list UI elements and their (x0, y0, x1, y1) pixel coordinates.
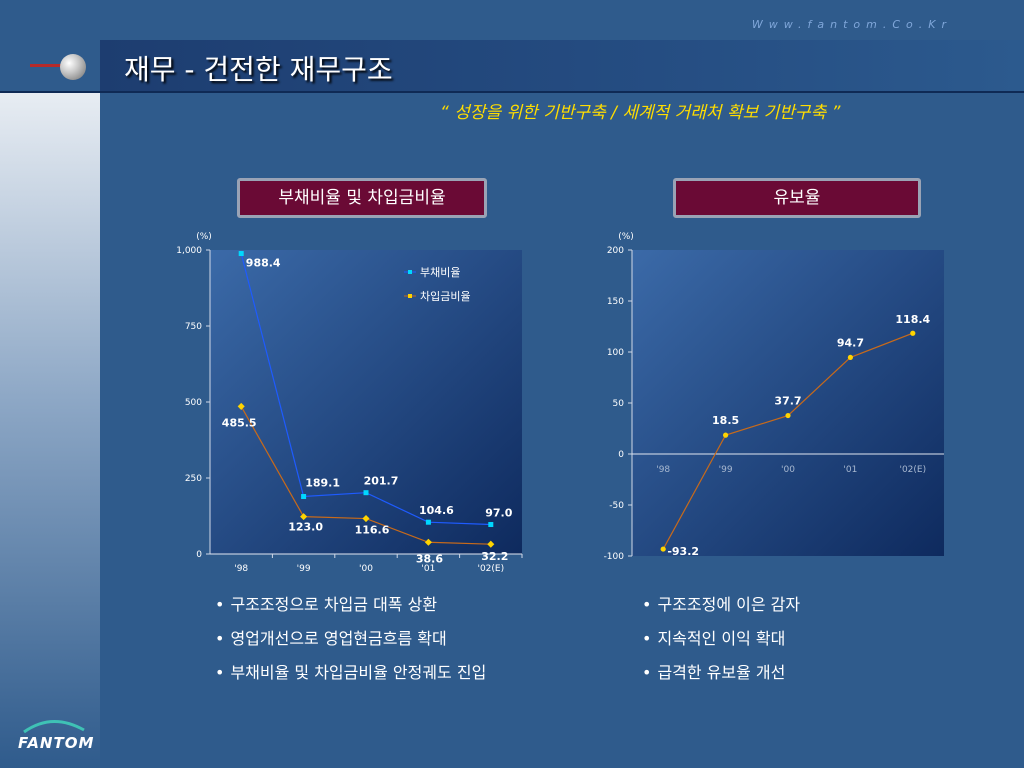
y-unit-label: (%) (618, 232, 634, 242)
x-tick-label: '02(E) (899, 465, 926, 475)
data-label: 123.0 (288, 521, 323, 534)
x-tick-label: '00 (781, 465, 795, 475)
y-tick-label: 200 (607, 246, 624, 256)
list-item: • 부채비율 및 차입금비율 안정궤도 진입 (215, 663, 487, 682)
debt-ratio-chart-label: 부채비율 및 차입금비율 (237, 178, 487, 218)
data-label: 201.7 (364, 475, 399, 488)
data-point (910, 330, 916, 336)
data-point (723, 432, 729, 438)
data-label: 116.6 (355, 524, 390, 537)
y-tick-label: 500 (185, 398, 202, 408)
retention-ratio-chart: (%) -100 -50 0 50 100 150 200 '98 '99 '00 '01 '02(E)… (604, 232, 944, 562)
fantom-logo-icon (23, 720, 85, 734)
list-item: • 급격한 유보율 개선 (642, 663, 786, 682)
data-point (301, 494, 307, 500)
data-point (847, 354, 853, 361)
data-point (660, 546, 666, 552)
x-tick-label: '99 (297, 564, 311, 574)
x-tick-label: '99 (719, 465, 733, 475)
title-bar (100, 40, 1024, 92)
legend-label: 차입금비율 (420, 290, 471, 303)
list-item: • 구조조정에 이은 감자 (642, 595, 801, 614)
left-bullet-list: • 구조조정으로 차입금 대폭 상환 • 영업개선으로 영업현금흐름 확대 • 부채비… (215, 593, 486, 695)
plot-area (632, 250, 944, 556)
data-label: 118.4 (895, 313, 930, 326)
data-label: 485.5 (222, 416, 257, 429)
y-tick-label: -50 (609, 501, 624, 511)
right-bullet-list: • 구조조정에 이은 감자 • 지속적인 이익 확대 • 급격한 유보율 개선 (642, 593, 800, 695)
y-unit-label: (%) (196, 232, 212, 242)
x-tick-label: '98 (656, 465, 670, 475)
data-label: 38.6 (416, 552, 443, 565)
legend-marker (408, 294, 412, 298)
fantom-logo: FANTOM (18, 734, 95, 752)
data-label: 104.6 (419, 504, 454, 517)
data-label: 32.2 (481, 550, 508, 563)
x-tick-label: '98 (234, 564, 248, 574)
legend-marker (408, 270, 412, 274)
page-subtitle: “ 성장을 위한 기반구축 / 세계적 거래처 확보 기반구축 ” (440, 103, 841, 123)
data-point (488, 522, 494, 528)
data-label: 37.7 (774, 395, 801, 408)
data-point (363, 490, 369, 496)
y-tick-label: 1,000 (176, 246, 202, 256)
page-title: 재무 - 건전한 재무구조 (124, 53, 393, 86)
x-tick-label: '01 (421, 564, 435, 574)
legend-label: 부채비율 (420, 266, 460, 279)
list-item: • 영업개선으로 영업현금흐름 확대 (215, 629, 447, 648)
data-label: 18.5 (712, 414, 739, 427)
debt-ratio-chart: (%) 0 250 500 750 1,000 '98 '99 '00 '01 '02(E) 988.… (176, 232, 523, 574)
title-underline (0, 91, 1024, 93)
data-point (425, 519, 431, 525)
y-tick-label: 0 (618, 450, 624, 460)
y-tick-label: 750 (185, 322, 202, 332)
y-tick-label: 50 (613, 399, 625, 409)
retention-ratio-chart-label: 유보율 (673, 178, 921, 218)
x-tick-label: '01 (843, 465, 857, 475)
y-tick-label: 250 (185, 474, 202, 484)
y-tick-label: 100 (607, 348, 624, 358)
list-item: • 구조조정으로 차입금 대폭 상환 (215, 595, 438, 614)
y-tick-label: 150 (607, 297, 624, 307)
pointer-line (30, 64, 64, 67)
data-point (785, 412, 791, 419)
plot-area (210, 250, 522, 554)
data-point (487, 540, 495, 548)
list-item: • 지속적인 이익 확대 (642, 629, 786, 648)
data-label: 988.4 (246, 257, 281, 270)
website-url: Www.fantom.Co.Kr (751, 18, 952, 31)
data-point (237, 402, 245, 410)
data-label: 189.1 (305, 477, 340, 490)
sphere-icon (60, 54, 86, 80)
y-tick-label: 0 (196, 550, 202, 560)
data-point (362, 515, 370, 523)
data-label: 97.0 (485, 507, 512, 520)
data-point (424, 538, 432, 546)
x-tick-label: '00 (359, 564, 373, 574)
y-tick-label: -100 (604, 552, 625, 562)
data-label: -93.2 (667, 545, 699, 558)
data-point (238, 251, 244, 257)
x-tick-label: '02(E) (477, 564, 504, 574)
data-label: 94.7 (837, 336, 864, 349)
left-gradient-strip (0, 92, 100, 768)
